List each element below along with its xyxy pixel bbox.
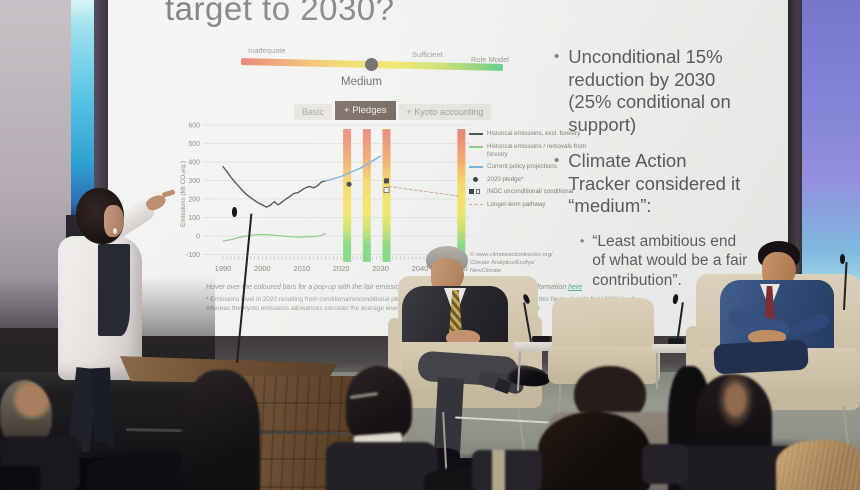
tab-kyoto-accounting[interactable]: + Kyoto accounting: [398, 104, 492, 120]
svg-text:Emissions (Mt CO₂eq.): Emissions (Mt CO₂eq.): [180, 161, 187, 227]
rating-label-sufficient: Sufficient: [412, 50, 443, 59]
line-swatch-icon: [469, 130, 483, 135]
legend-entry: 2020 pledge*: [469, 176, 587, 184]
legend-label: Longer-term pathway: [487, 200, 546, 208]
microphone-base: [668, 338, 684, 344]
chart-view-tabs: Basic + Pledges + Kyoto accounting: [294, 101, 492, 120]
table-leg: [656, 353, 658, 389]
svg-text:100: 100: [188, 215, 200, 222]
rating-marker-label: Medium: [341, 76, 382, 88]
panelist1-striped-tie: [449, 290, 462, 342]
bullet-text: Climate Action Tracker considered it “me…: [568, 150, 741, 217]
audience-chair-strap: [492, 450, 505, 490]
legend-label: Historical emissions / removals from for…: [487, 142, 587, 158]
audience-head: [0, 380, 52, 446]
audience-head: [538, 412, 650, 490]
svg-text:600: 600: [188, 123, 200, 130]
attribution-line: Climate Analytics/Ecofys/: [470, 259, 535, 266]
chart-attribution: © www.climateactiontracker.org/ Climate …: [470, 252, 553, 275]
bullet-cat-rating: • Climate Action Tracker considered it “…: [554, 150, 749, 218]
legend-entry: INDC unconditional/ conditional: [469, 188, 587, 196]
audience-chair: [642, 444, 688, 484]
rating-label-inadequate: Inadequate: [248, 46, 286, 55]
svg-text:500: 500: [188, 141, 200, 148]
side-screen-left: [71, 0, 96, 220]
squares-swatch-icon: [469, 188, 483, 194]
svg-text:2010: 2010: [293, 264, 310, 273]
svg-text:2000: 2000: [254, 264, 271, 273]
svg-text:2040: 2040: [412, 264, 429, 273]
svg-text:200: 200: [188, 197, 200, 204]
presenter-shoe: [90, 442, 110, 451]
legend-label: INDC unconditional/ conditional: [487, 188, 574, 196]
audience-head: [776, 440, 860, 490]
legend-label: Historical emissions, excl. forestry: [487, 130, 581, 137]
attribution-line: © www.climateactiontracker.org/: [470, 252, 553, 258]
attribution-line: NewClimate: [470, 267, 502, 274]
svg-text:2030: 2030: [372, 264, 389, 273]
side-screen-right: [802, 0, 860, 322]
svg-text:300: 300: [188, 178, 200, 185]
slide-title: target to 2030?: [165, 0, 395, 27]
sub-bullet-text: “Least ambitious end of what would be a …: [592, 232, 748, 289]
side-table: [652, 344, 702, 353]
line-swatch-icon: [469, 143, 483, 148]
tab-pledges[interactable]: + Pledges: [335, 101, 396, 120]
slide-bullets: • Unconditional 15% reduction by 2030 (2…: [554, 46, 749, 290]
svg-text:-100: -100: [186, 252, 200, 259]
legend-entry: Historical emissions, excl. forestry: [469, 130, 587, 138]
armchair-armrest: [388, 318, 402, 374]
legend-entry: Historical emissions / removals from for…: [469, 143, 587, 159]
emissions-chart-svg: 600 500 400 300 200 100 0 -100 1990 2000 2010 2020 2…: [180, 123, 470, 273]
panelist2-tie: [764, 286, 775, 332]
line-swatch-icon: [469, 163, 483, 169]
microphone-base: [532, 336, 550, 342]
presenter-earring: [113, 228, 117, 234]
podium-microphone-head-icon: [232, 207, 237, 217]
footnote-text: Hover over the coloured bars for a pop-u…: [206, 284, 567, 291]
bullet-text: Unconditional 15% reduction by 2030 (25%…: [568, 46, 731, 135]
svg-text:2020: 2020: [333, 264, 350, 273]
legend-entry: Current policy projections: [469, 163, 587, 171]
presenter-dark-top: [98, 244, 130, 336]
dot-swatch-icon: [469, 176, 483, 182]
chart-legend: Historical emissions, excl. forestry Hist…: [469, 130, 587, 213]
audience-shoulders: [326, 442, 438, 490]
side-table: [514, 342, 568, 351]
audience-head: [182, 370, 260, 490]
svg-text:1990: 1990: [215, 264, 232, 273]
chart-hover-footnote: Hover over the coloured bars for a pop-u…: [206, 284, 582, 291]
presenter-face: [104, 205, 124, 237]
audience-chair: [0, 466, 40, 490]
legend-label: Current policy projections: [487, 163, 557, 171]
audience-head: [346, 366, 412, 440]
more-information-link[interactable]: here: [568, 284, 583, 291]
rating-marker-dot: [365, 58, 378, 71]
legend-label: 2020 pledge*: [487, 175, 524, 183]
tab-basic[interactable]: Basic: [294, 104, 333, 120]
svg-text:400: 400: [188, 160, 200, 167]
bullet-unconditional-reduction: • Unconditional 15% reduction by 2030 (2…: [554, 46, 749, 136]
stand-microphone-head-icon: [840, 254, 845, 264]
emissions-chart: 600 500 400 300 200 100 0 -100 1990 2000 2010 2020 2…: [178, 116, 590, 290]
audience-head: [696, 374, 772, 460]
bullet-icon: •: [554, 48, 560, 65]
audience-chair: [472, 450, 542, 490]
rating-label-role-model: Role Model: [471, 55, 509, 64]
legend-entry: Longer-term pathway: [469, 201, 587, 209]
sub-bullet-fair-contribution: • “Least ambitious end of what would be …: [580, 232, 749, 290]
bullet-icon: •: [554, 152, 560, 170]
bullet-icon: •: [580, 233, 585, 248]
dashed-swatch-icon: [469, 201, 483, 205]
svg-text:0: 0: [196, 234, 200, 241]
